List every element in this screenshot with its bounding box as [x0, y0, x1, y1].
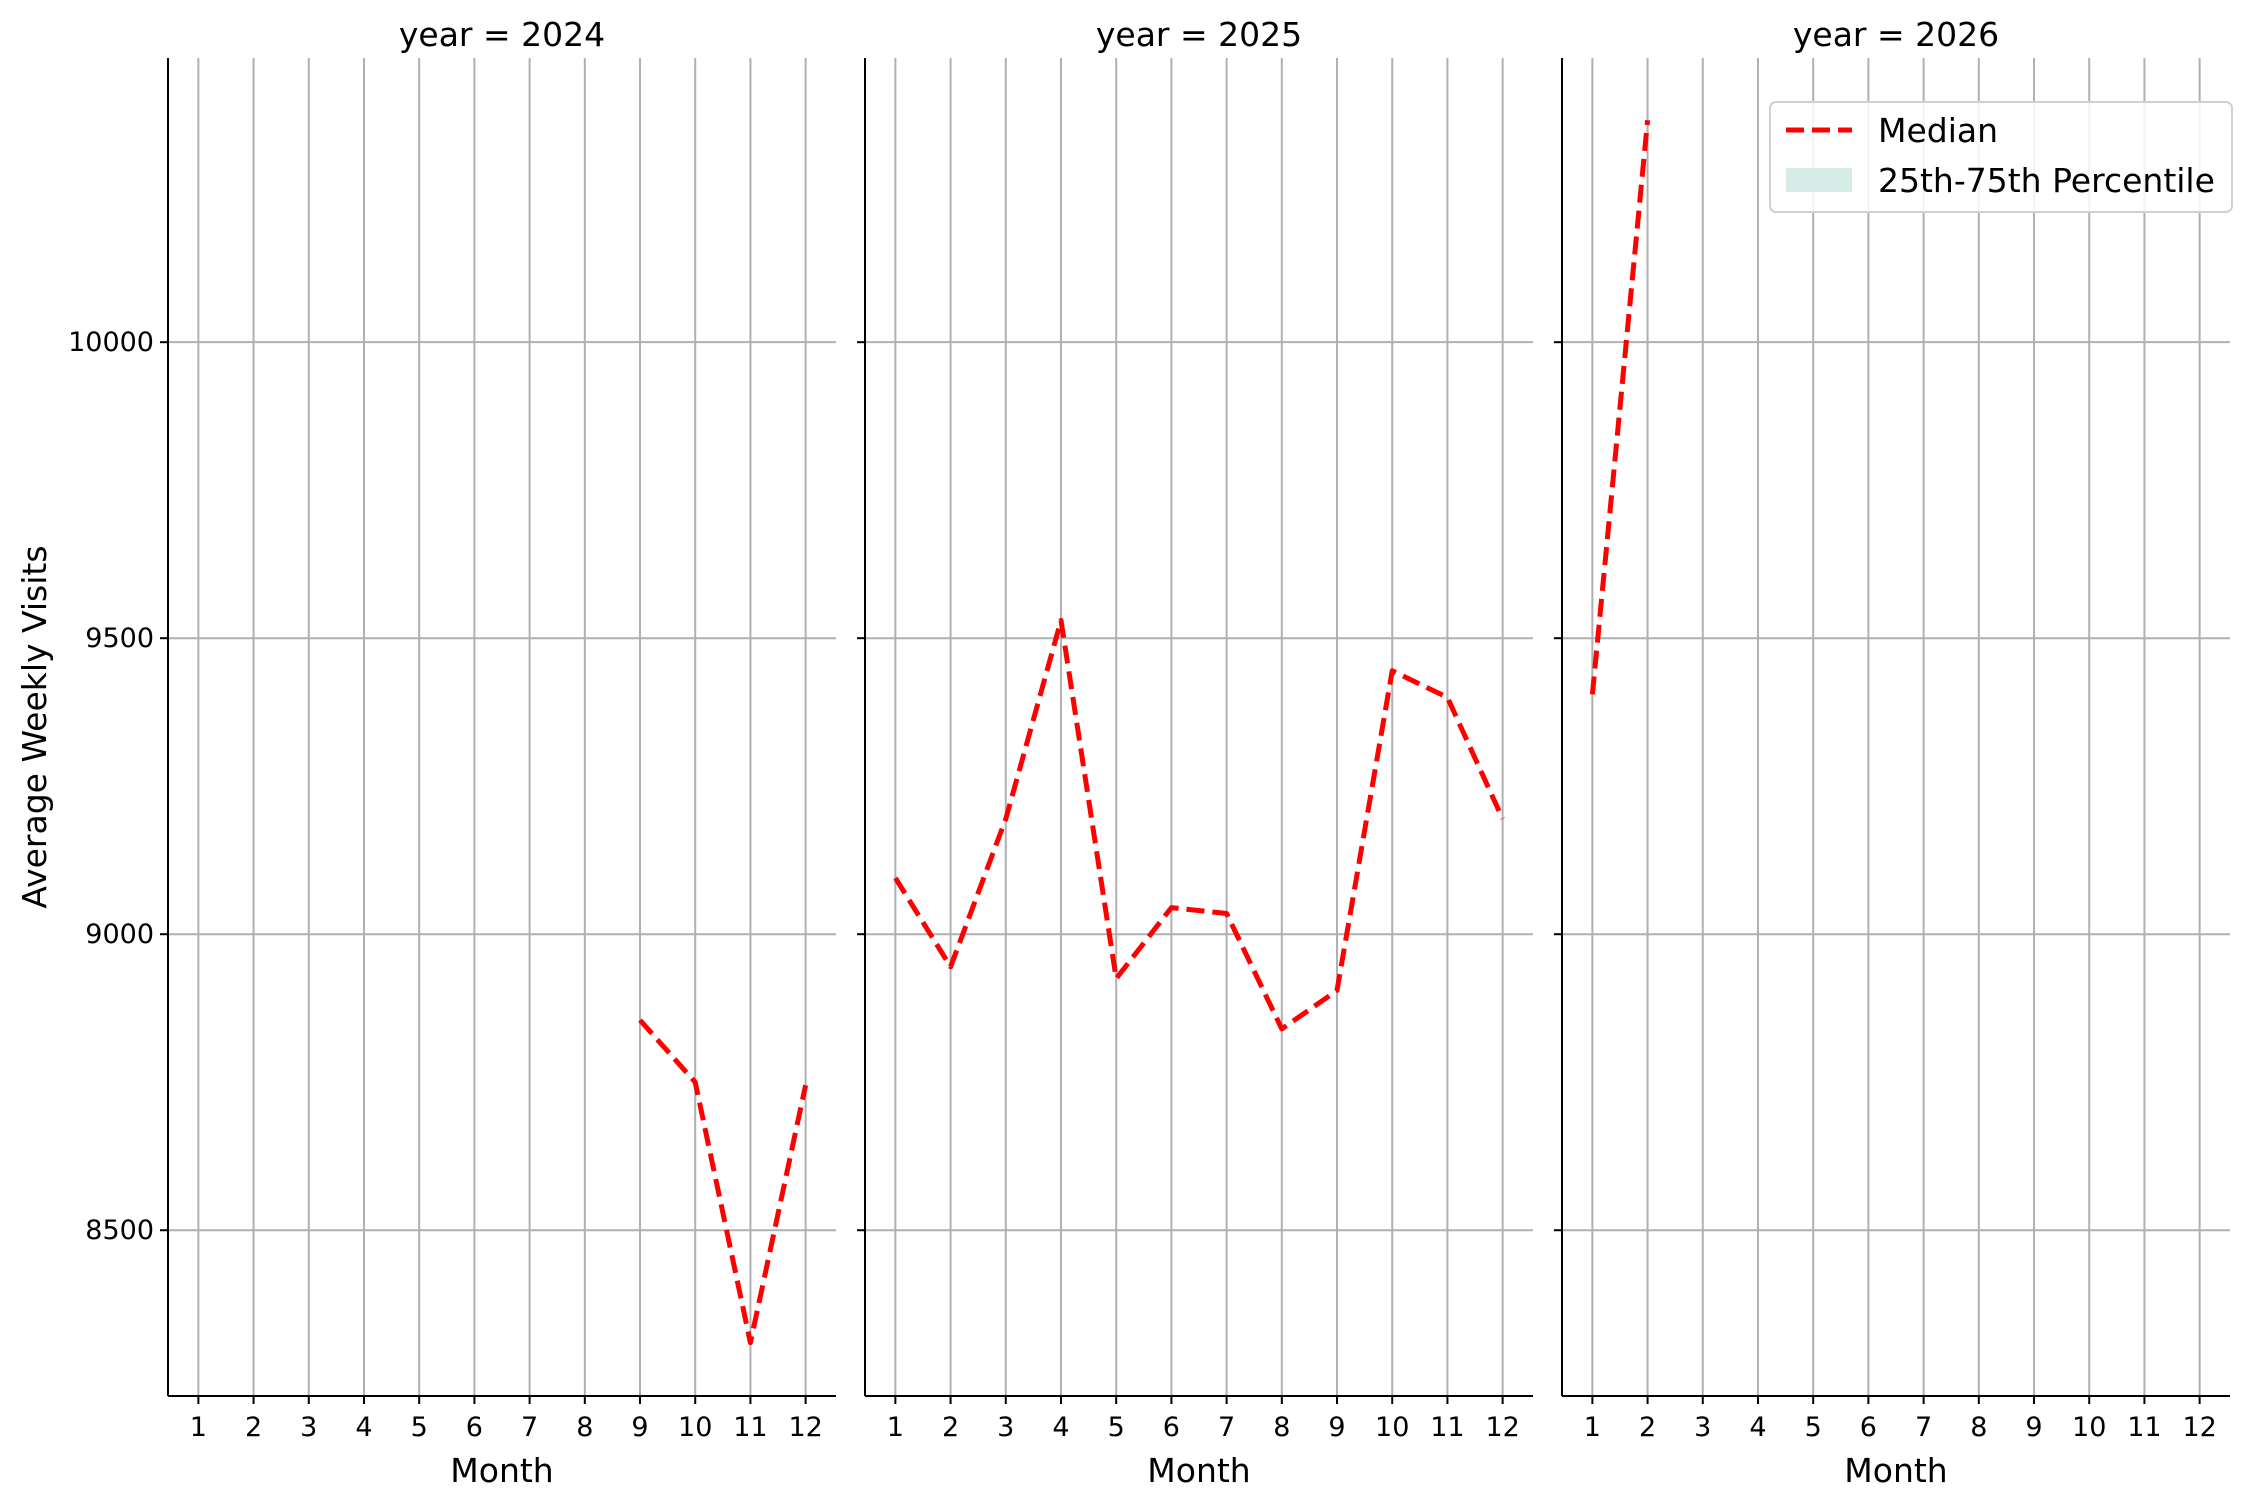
panel-3-x-tick-label-11: 11: [2127, 1412, 2161, 1443]
legend-median-label: Median: [1878, 111, 1998, 150]
legend-box: [1769, 101, 2233, 213]
panel-1-x-tick-label-1: 1: [190, 1412, 207, 1443]
panel-2-title: year = 2025: [1096, 15, 1302, 54]
panel-3-x-tick-label-7: 7: [1915, 1412, 1932, 1443]
panel-1-x-tick-label-9: 9: [631, 1412, 648, 1443]
panel-3-title: year = 2026: [1793, 15, 1999, 54]
panel-1-x-tick-label-5: 5: [411, 1412, 428, 1443]
panel-1-x-tick-label-4: 4: [355, 1412, 372, 1443]
panel-2-x-tick-label-4: 4: [1052, 1412, 1069, 1443]
panel-2-x-axis-title: Month: [1147, 1451, 1250, 1490]
panel-1-x-tick-label-12: 12: [788, 1412, 822, 1443]
panel-3-x-tick-label-12: 12: [2182, 1412, 2216, 1443]
panel-1-x-tick-label-6: 6: [466, 1412, 483, 1443]
panel-1-x-axis-title: Month: [450, 1451, 553, 1490]
panel-2-x-tick-label-11: 11: [1430, 1412, 1464, 1443]
y-tick-label-10000: 10000: [68, 327, 154, 358]
legend-percentile-label: 25th-75th Percentile: [1878, 161, 2215, 200]
panel-3-median-line: [1589, 119, 1651, 695]
panel-1-median-line: [638, 1018, 809, 1346]
panel-2-x-tick-label-8: 8: [1273, 1412, 1290, 1443]
panel-1-x-tick-label-3: 3: [300, 1412, 317, 1443]
panel-2-x-tick-label-10: 10: [1375, 1412, 1409, 1443]
panel-3-x-tick-label-3: 3: [1694, 1412, 1711, 1443]
panel-2-median-line: [893, 617, 1505, 1032]
panel-2-x-tick-label-9: 9: [1328, 1412, 1345, 1443]
panel-3-x-tick-label-1: 1: [1584, 1412, 1601, 1443]
panel-3-x-tick-label-5: 5: [1805, 1412, 1822, 1443]
panel-3-x-tick-label-4: 4: [1749, 1412, 1766, 1443]
panel-2-x-tick-label-2: 2: [942, 1412, 959, 1443]
panel-3-x-tick-label-8: 8: [1970, 1412, 1987, 1443]
panel-2-x-tick-label-3: 3: [997, 1412, 1014, 1443]
panel-1-title: year = 2024: [399, 15, 605, 54]
panel-1-x-tick-label-10: 10: [678, 1412, 712, 1443]
panel-1-x-tick-label-2: 2: [245, 1412, 262, 1443]
panel-3-x-axis-title: Month: [1844, 1451, 1947, 1490]
panel-1-x-tick-label-8: 8: [576, 1412, 593, 1443]
legend-percentile-swatch: [1786, 168, 1852, 192]
panel-1-x-tick-label-7: 7: [521, 1412, 538, 1443]
panel-2-x-tick-label-1: 1: [887, 1412, 904, 1443]
panel-2-x-tick-label-5: 5: [1108, 1412, 1125, 1443]
panel-1-x-tick-label-11: 11: [733, 1412, 767, 1443]
panel-2-x-tick-label-7: 7: [1218, 1412, 1235, 1443]
y-tick-label-9500: 9500: [85, 623, 154, 654]
y-tick-label-8500: 8500: [85, 1215, 154, 1246]
panel-3-x-tick-label-10: 10: [2072, 1412, 2106, 1443]
panel-3-x-tick-label-6: 6: [1860, 1412, 1877, 1443]
panel-3-x-tick-label-2: 2: [1639, 1412, 1656, 1443]
y-tick-label-9000: 9000: [85, 919, 154, 950]
panel-2-x-tick-label-6: 6: [1163, 1412, 1180, 1443]
y-axis-title: Average Weekly Visits: [15, 545, 54, 908]
panel-2-x-tick-label-12: 12: [1485, 1412, 1519, 1443]
panel-3-x-tick-label-9: 9: [2025, 1412, 2042, 1443]
